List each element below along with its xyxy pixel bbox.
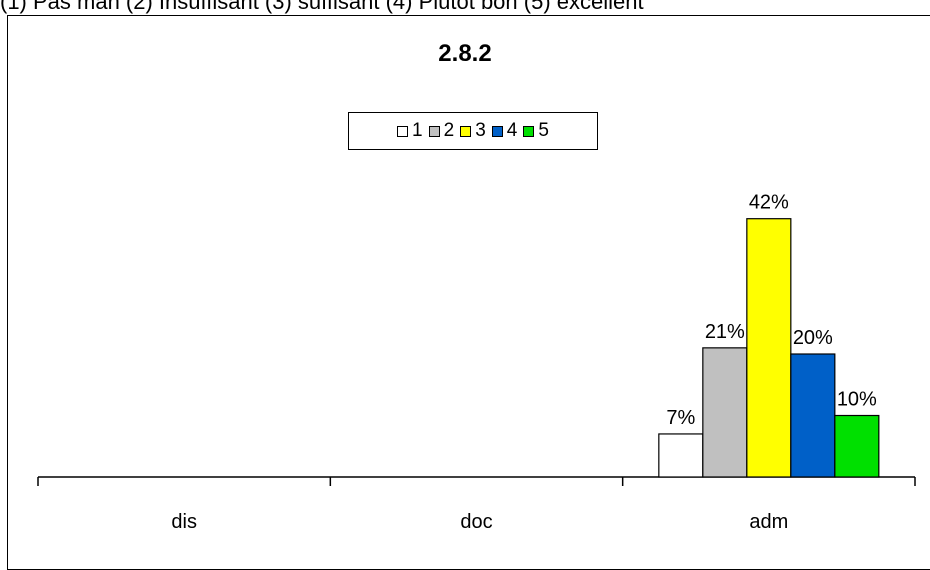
data-label: 42% (749, 192, 789, 214)
legend-item-2: 2 (428, 120, 455, 141)
bar-series-2 (702, 347, 748, 478)
legend-label: 3 (475, 120, 486, 141)
top-caption: (1) Pas man (2) Insuffisant (3) suffisan… (0, 0, 644, 14)
x-tick-label: dis (171, 511, 197, 533)
x-tick-label: adm (749, 511, 788, 533)
chart-title: 2.8.2 (438, 40, 492, 67)
legend-swatch (397, 125, 409, 137)
data-label: 10% (837, 389, 877, 411)
bar-series-4 (790, 353, 836, 478)
legend-item-1: 1 (397, 121, 423, 141)
legend-swatch (523, 125, 535, 137)
legend-swatch (460, 125, 472, 137)
legend-item-5: 5 (523, 121, 549, 141)
legend-item-3: 3 (460, 121, 486, 141)
legend-swatch (491, 125, 503, 137)
legend-label: 4 (506, 120, 518, 141)
legend-swatch (428, 125, 440, 137)
x-tick-label: doc (460, 511, 492, 533)
legend-item-4: 4 (491, 120, 518, 141)
data-label: 21% (705, 321, 745, 343)
bar-series-5 (834, 414, 880, 478)
legend-label: 1 (412, 120, 423, 141)
data-label: 7% (666, 407, 695, 429)
data-label: 20% (793, 327, 833, 349)
bar-series-3 (746, 218, 792, 478)
legend-label: 2 (443, 120, 455, 141)
bar-series-1 (658, 433, 704, 478)
legend-label: 5 (538, 120, 549, 141)
